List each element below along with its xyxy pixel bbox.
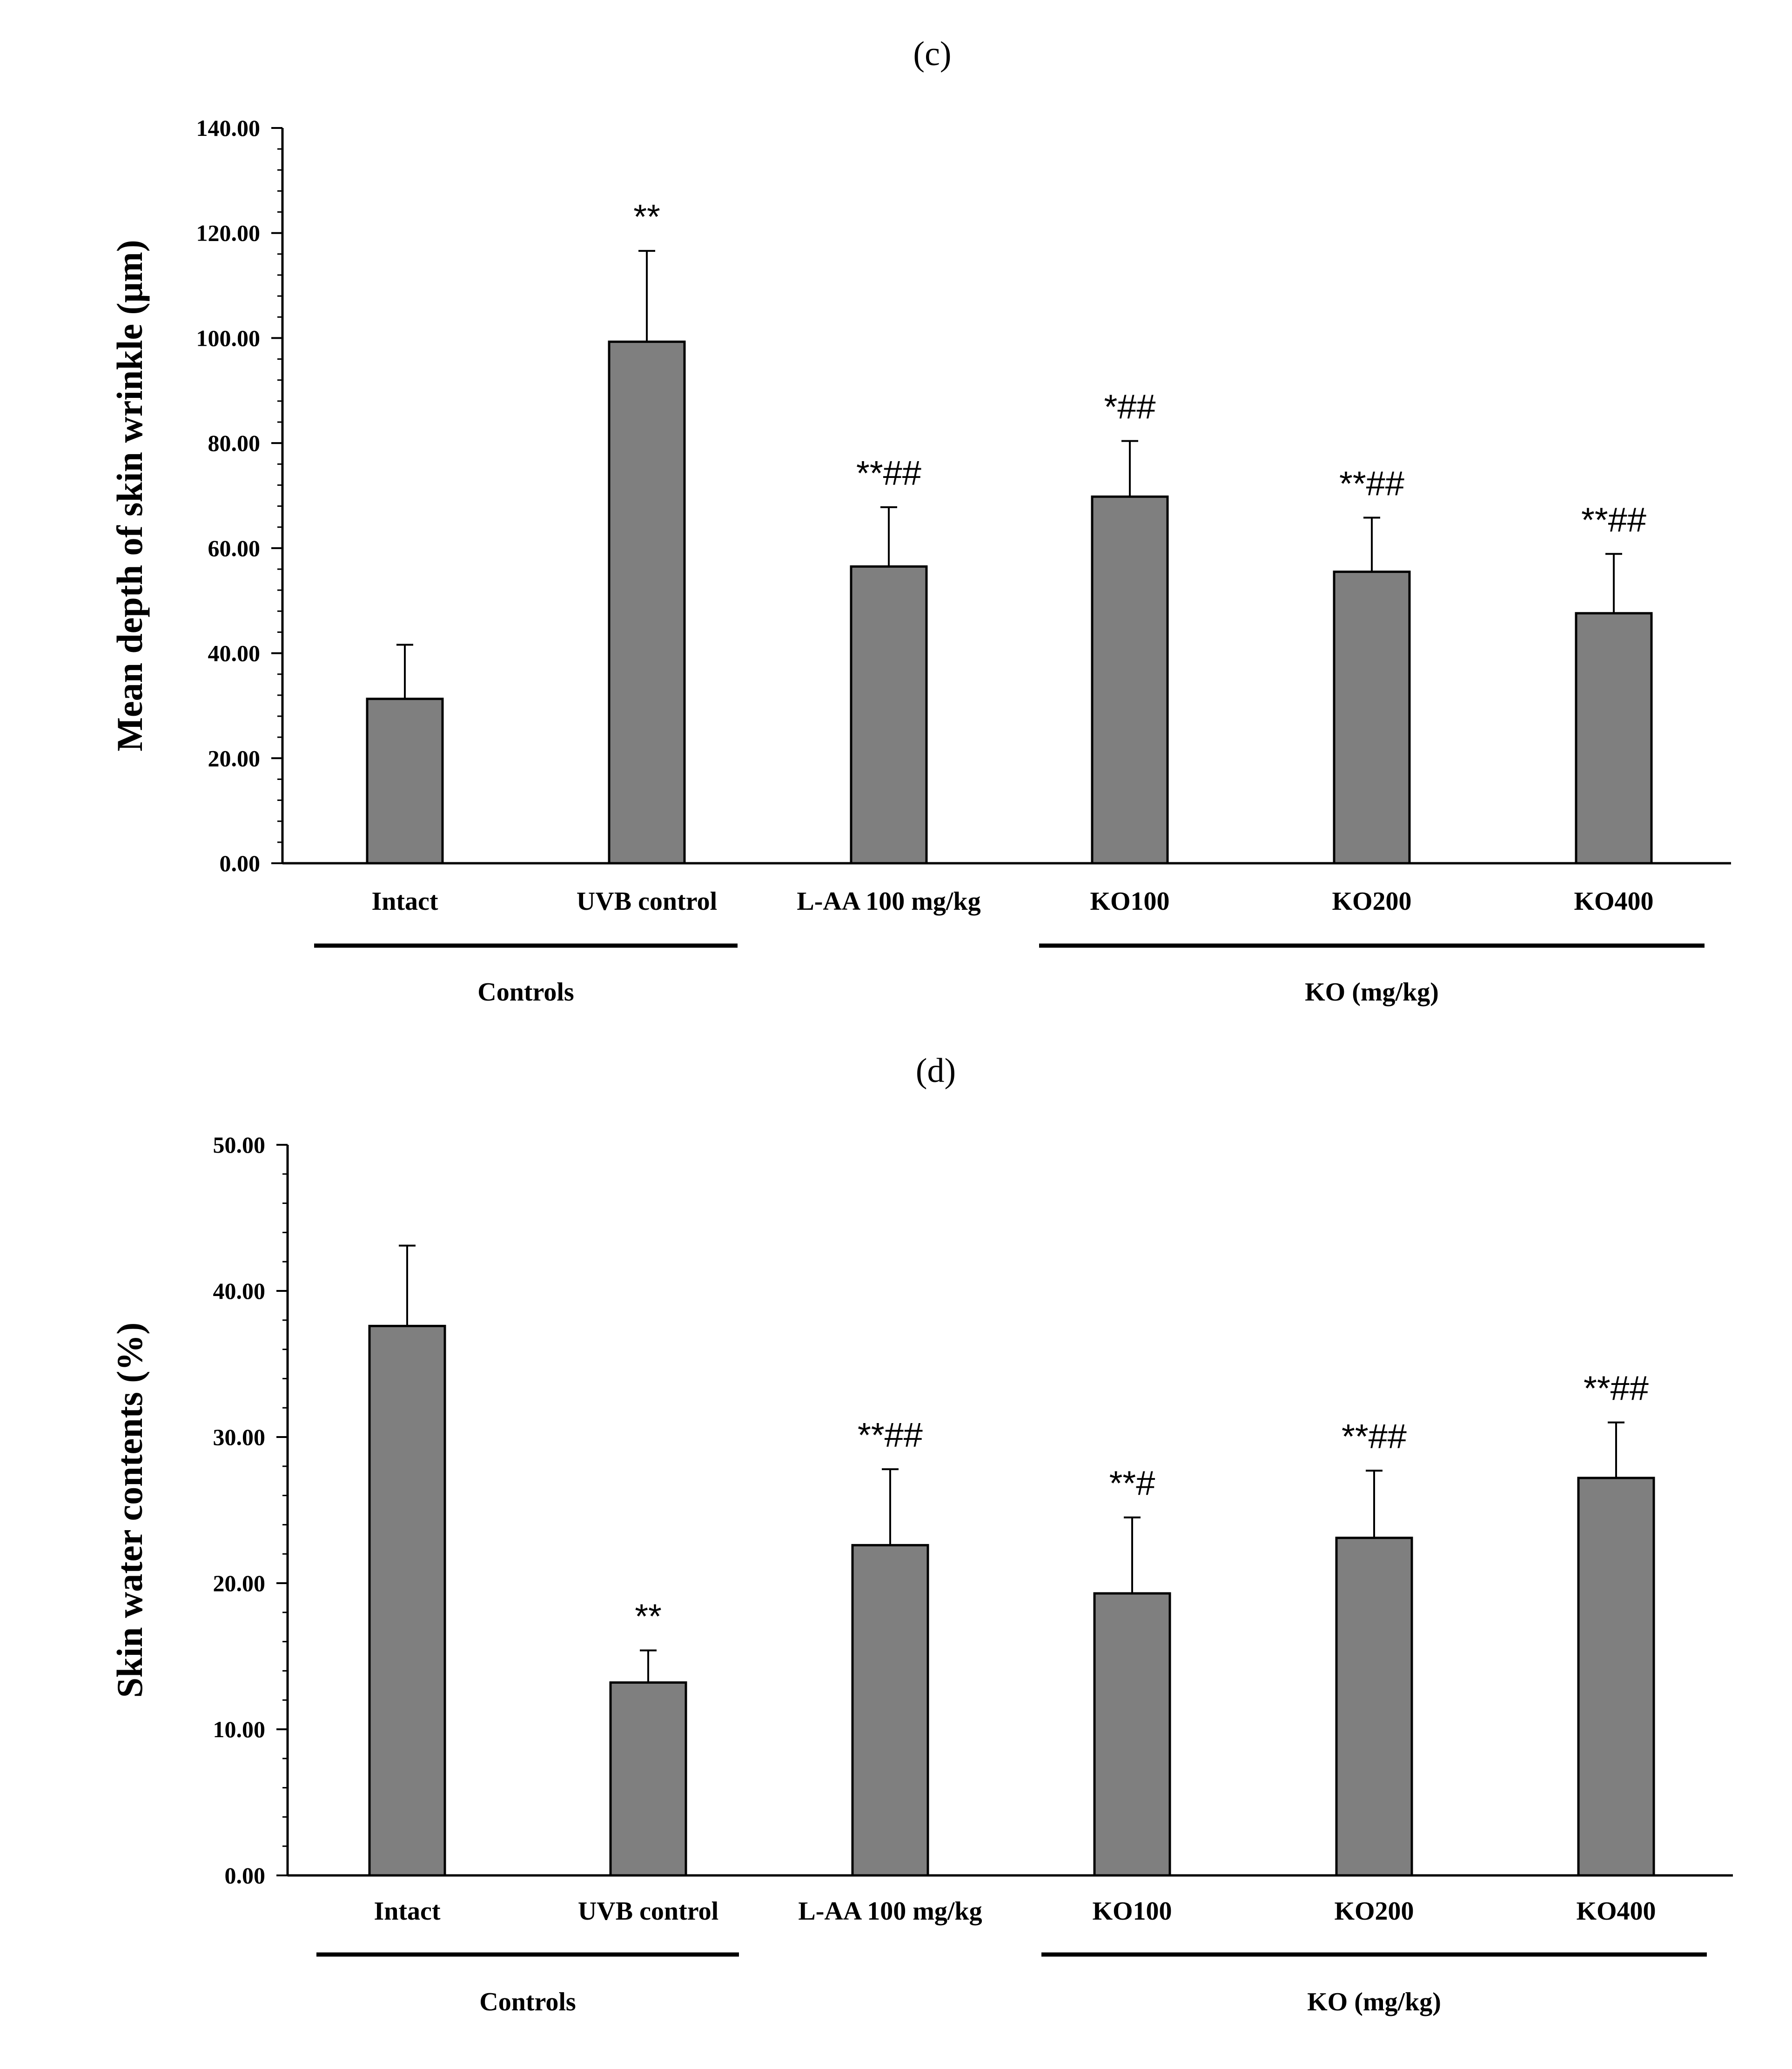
x-category-label: KO100 — [1092, 1897, 1172, 1926]
y-tick-label: 10.00 — [213, 1716, 266, 1742]
significance-label: **## — [856, 454, 921, 492]
bar — [368, 1324, 446, 1877]
significance-label: **## — [1581, 500, 1646, 539]
y-tick-label: 60.00 — [208, 535, 261, 561]
bar — [850, 565, 928, 865]
y-axis-title: Mean depth of skin wrinkle (μm) — [109, 240, 150, 751]
y-tick-label: 120.00 — [196, 220, 261, 246]
group-label: Controls — [479, 1988, 576, 2016]
bar — [1093, 1592, 1171, 1877]
significance-label: **## — [1339, 464, 1404, 503]
significance-label: ** — [635, 1597, 662, 1635]
y-tick-label: 20.00 — [208, 745, 261, 771]
y-tick-label: 40.00 — [213, 1278, 266, 1304]
y-tick-label: 50.00 — [213, 1132, 266, 1158]
significance-label: **# — [1109, 1464, 1155, 1503]
significance-label: **## — [1342, 1417, 1407, 1456]
significance-label: **## — [858, 1416, 923, 1454]
bar — [851, 1544, 929, 1877]
panel-label: (d) — [916, 1052, 956, 1090]
x-category-label: KO400 — [1574, 887, 1653, 916]
x-category-label: L-AA 100 mg/kg — [798, 1897, 982, 1926]
x-category-label: KO200 — [1332, 887, 1411, 916]
x-category-label: L-AA 100 mg/kg — [797, 887, 980, 916]
chart-panel-0: (c) 0.00 20.00 40.00 60.00 80.00 100.00 120.00 1… — [109, 35, 1731, 1007]
x-category-label: KO200 — [1334, 1897, 1414, 1926]
y-tick-label: 40.00 — [208, 640, 261, 666]
x-category-label: Intact — [374, 1897, 440, 1926]
group-label: KO (mg/kg) — [1307, 1988, 1441, 2016]
x-category-label: Intact — [371, 887, 438, 916]
bar — [1333, 571, 1411, 865]
significance-label: ** — [633, 197, 660, 236]
significance-label: *## — [1104, 388, 1155, 426]
group-label: Controls — [477, 978, 574, 1007]
y-tick-label: 30.00 — [213, 1424, 266, 1450]
panel-label: (c) — [913, 35, 951, 73]
x-category-label: UVB control — [577, 887, 717, 916]
y-tick-label: 80.00 — [208, 430, 261, 456]
group-label: KO (mg/kg) — [1305, 978, 1439, 1007]
bar — [366, 698, 444, 865]
bar — [1335, 1537, 1413, 1877]
y-tick-label: 20.00 — [213, 1570, 266, 1596]
bar — [1091, 495, 1169, 865]
significance-label: **## — [1584, 1369, 1649, 1408]
x-category-label: KO100 — [1090, 887, 1169, 916]
x-category-label: KO400 — [1576, 1897, 1656, 1926]
y-tick-label: 0.00 — [220, 850, 261, 876]
x-category-label: UVB control — [578, 1897, 718, 1926]
bar — [1577, 1477, 1655, 1877]
y-tick-label: 0.00 — [225, 1862, 266, 1888]
chart-panel-1: (d) 0.00 10.00 20.00 30.00 40.00 50.00 Skin wat… — [109, 1052, 1733, 2016]
bar — [1575, 612, 1653, 865]
y-tick-label: 140.00 — [196, 115, 261, 141]
bar — [609, 1681, 687, 1877]
y-axis-title: Skin water contents (%) — [109, 1323, 150, 1698]
bar — [608, 340, 686, 865]
y-tick-label: 100.00 — [196, 325, 261, 351]
